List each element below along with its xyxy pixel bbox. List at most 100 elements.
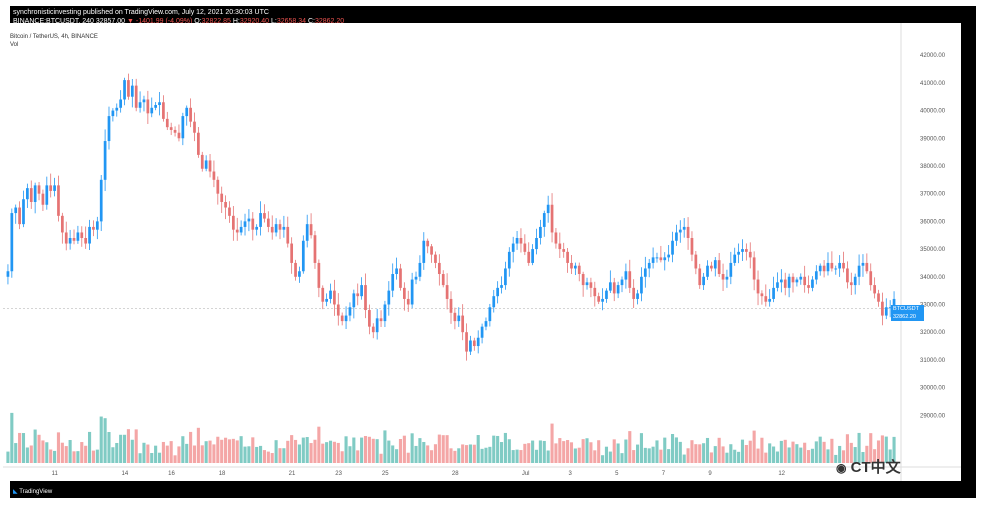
candlestick-chart[interactable]: 29000.00 30000.00 31000.00 32000.00 33000.00… xyxy=(3,23,961,481)
volume-bar xyxy=(717,437,721,463)
volume-bar xyxy=(76,451,80,463)
candle-body xyxy=(158,102,161,106)
candle-body xyxy=(340,315,344,322)
volume-bar xyxy=(772,446,776,463)
volume-bar xyxy=(779,440,783,463)
volume-bar xyxy=(208,440,212,463)
volume-bar xyxy=(173,455,177,463)
candle-body xyxy=(26,188,29,200)
volume-bar xyxy=(37,434,41,463)
y-tick-label: 36000.00 xyxy=(920,219,946,225)
volume-bar xyxy=(88,431,92,463)
ct-watermark: ◉ CT中文 xyxy=(836,456,901,477)
volume-bar xyxy=(445,435,449,463)
volume-bar xyxy=(220,439,224,463)
volume-bar xyxy=(379,453,383,463)
volume-bar xyxy=(670,433,675,463)
candle-body xyxy=(884,307,888,316)
candle-body xyxy=(531,249,534,263)
chart-header: synchronisticinvesting published on Trad… xyxy=(10,6,976,28)
volume-bar xyxy=(787,447,791,463)
volume-bar xyxy=(733,449,737,463)
volume-bar xyxy=(713,446,717,463)
volume-bar xyxy=(426,445,430,463)
candle-body xyxy=(643,268,647,277)
candle-body xyxy=(826,262,830,272)
candle-body xyxy=(729,262,733,277)
candle-body xyxy=(589,282,593,288)
volume-bar xyxy=(663,437,667,463)
volume-bar xyxy=(488,446,492,463)
volume-bar xyxy=(45,442,49,463)
y-tick-label: 29000.00 xyxy=(920,413,946,419)
volume-bar xyxy=(845,434,849,463)
candle-body xyxy=(694,254,698,269)
tradingview-brand: TradingView xyxy=(19,489,53,495)
candle-body xyxy=(779,279,783,283)
volume-bar xyxy=(402,435,406,463)
candle-body xyxy=(189,107,192,122)
candle-body xyxy=(177,132,181,139)
volume-bar xyxy=(130,439,134,463)
candle-body xyxy=(286,226,290,244)
candle-body xyxy=(838,262,842,269)
candle-body xyxy=(523,243,527,252)
volume-bar xyxy=(150,452,154,463)
candle-body xyxy=(60,215,64,233)
publisher-line: synchronisticinvesting published on Trad… xyxy=(13,9,269,16)
ohlc-high: 32920.40 xyxy=(239,18,270,25)
candle-body xyxy=(387,290,391,305)
candle-body xyxy=(437,262,441,275)
candle-body xyxy=(360,285,363,297)
volume-bar xyxy=(826,449,830,463)
volume-bar xyxy=(192,445,197,463)
candle-body xyxy=(748,251,752,258)
candle-body xyxy=(216,179,220,194)
candle-body xyxy=(130,85,134,97)
chart-area[interactable]: 29000.00 30000.00 31000.00 32000.00 33000.00… xyxy=(3,23,961,481)
candle-body xyxy=(259,213,262,227)
symbol-info-line: BINANCE:BTCUSDT, 240 32857.00 ▼ -1401.99… xyxy=(13,17,344,26)
volume-bar xyxy=(282,448,286,463)
y-tick-label: 41000.00 xyxy=(920,81,946,87)
candle-body xyxy=(888,307,892,309)
volume-bar xyxy=(566,440,570,463)
candle-body xyxy=(368,310,371,327)
volume-bar xyxy=(531,440,535,463)
volume-bar xyxy=(869,433,873,463)
volume-bar xyxy=(865,445,869,463)
volume-bar xyxy=(686,448,690,463)
candle-body xyxy=(150,107,154,114)
candle-body xyxy=(686,226,690,238)
volume-bar xyxy=(161,441,165,463)
symbol-prefix: BINANCE:BTCUSDT, 240 xyxy=(13,18,96,25)
candle-body xyxy=(682,226,686,230)
volume-bar xyxy=(694,444,698,463)
legend-symbol: Bitcoin / TetherUS, 4h, BINANCE xyxy=(10,34,98,40)
candle-body xyxy=(395,268,398,275)
x-tick-label: 9 xyxy=(708,471,712,477)
candle-body xyxy=(632,287,636,299)
candle-body xyxy=(869,271,873,286)
volume-bar xyxy=(64,446,68,463)
candle-body xyxy=(469,340,472,352)
watermark-text: CT中文 xyxy=(850,459,901,476)
candle-body xyxy=(597,296,601,302)
candle-body xyxy=(298,271,301,277)
candle-body xyxy=(768,298,772,302)
volume-bar xyxy=(383,430,387,463)
candle-body xyxy=(601,298,604,302)
volume-bar xyxy=(387,440,391,463)
volume-bar xyxy=(830,438,834,463)
volume-bar xyxy=(53,450,57,463)
candle-body xyxy=(535,238,538,250)
volume-bar xyxy=(569,442,574,463)
volume-bar xyxy=(363,435,368,463)
volume-bar xyxy=(126,429,130,463)
volume-bar xyxy=(655,440,659,463)
volume-bar xyxy=(414,445,418,463)
price-tag-price: 32862.20 xyxy=(893,314,916,320)
candle-body xyxy=(608,282,612,291)
candle-body xyxy=(733,254,737,263)
volume-bar xyxy=(111,447,115,463)
